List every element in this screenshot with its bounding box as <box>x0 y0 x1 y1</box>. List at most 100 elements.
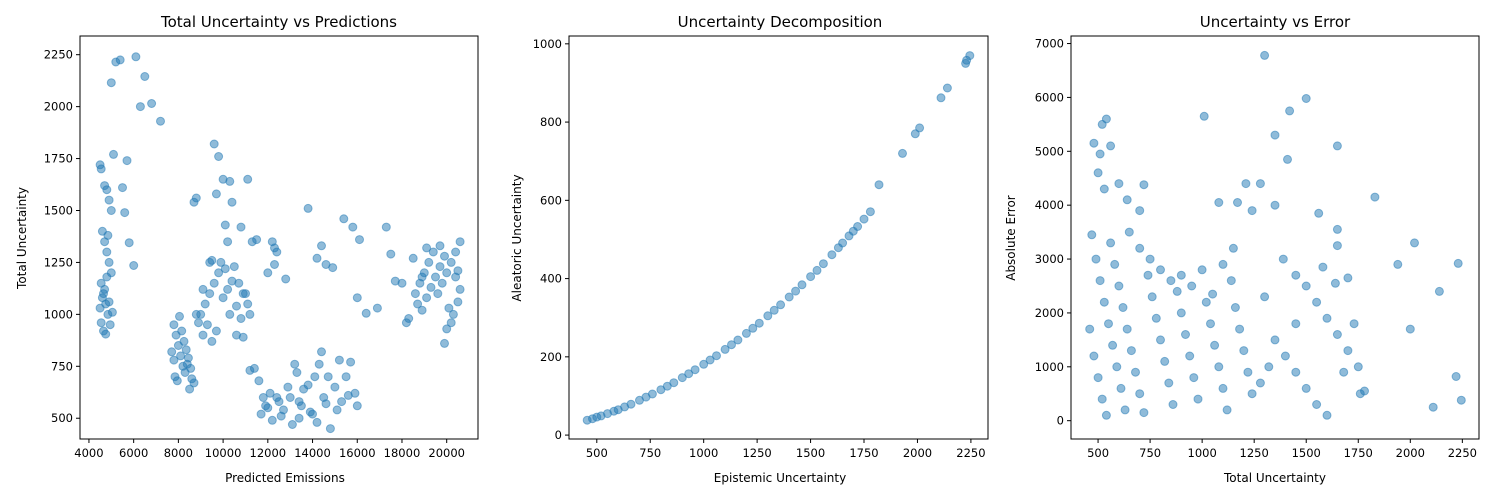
data-point <box>1214 198 1224 207</box>
data-point <box>118 183 127 193</box>
data-point <box>236 222 246 232</box>
data-point <box>1099 297 1109 307</box>
data-point <box>936 93 946 103</box>
x-tick-label: 2000 <box>1396 446 1425 460</box>
data-point <box>1172 286 1182 296</box>
x-tick-label: 750 <box>1139 446 1161 460</box>
data-point <box>183 353 193 363</box>
y-tick-label: 750 <box>51 359 73 373</box>
data-point <box>1185 351 1195 361</box>
data-point <box>129 261 139 270</box>
y-tick-label: 6000 <box>1035 90 1064 104</box>
data-point <box>1164 378 1174 388</box>
data-point <box>791 286 801 296</box>
data-point <box>232 301 241 311</box>
panel-3-points <box>1085 50 1466 420</box>
y-tick-label: 800 <box>540 115 562 129</box>
data-point <box>1301 281 1311 291</box>
panel-3-y-axis-label: Absolute Error <box>1004 195 1018 281</box>
data-point <box>1197 265 1207 275</box>
data-point <box>220 220 230 230</box>
data-point <box>1147 292 1157 302</box>
data-point <box>287 420 297 429</box>
data-point <box>312 253 322 263</box>
data-point <box>1156 265 1165 275</box>
data-point <box>281 274 291 284</box>
y-tick-label: 1250 <box>44 255 73 269</box>
data-point <box>216 257 226 267</box>
data-point <box>102 185 112 195</box>
data-point <box>417 305 427 315</box>
data-point <box>440 251 449 261</box>
data-point <box>910 129 920 139</box>
data-point <box>254 376 264 386</box>
x-tick-label: 1250 <box>1240 446 1269 460</box>
data-point <box>339 214 349 224</box>
data-point <box>797 280 807 290</box>
data-point <box>211 326 221 336</box>
data-point <box>1233 198 1242 207</box>
data-point <box>350 388 360 398</box>
data-point <box>352 401 362 411</box>
data-point <box>96 318 106 328</box>
data-point <box>334 355 344 365</box>
data-point <box>211 189 221 199</box>
panel-1-x-axis-label: Predicted Emissions <box>225 471 345 485</box>
data-point <box>1360 386 1369 396</box>
x-tick-label: 2000 <box>903 446 932 460</box>
data-point <box>303 380 313 390</box>
y-tick-label: 600 <box>540 193 562 207</box>
data-point <box>135 102 145 112</box>
data-point <box>455 284 465 294</box>
data-point <box>435 262 445 272</box>
data-point <box>214 268 224 278</box>
data-point <box>1095 276 1105 286</box>
data-point <box>1343 346 1353 356</box>
data-point <box>1089 351 1099 361</box>
data-point <box>1285 106 1295 116</box>
data-point <box>1143 270 1153 280</box>
panel-3-axes-frame <box>1070 35 1480 440</box>
data-point <box>1228 243 1238 253</box>
data-point <box>341 372 351 382</box>
data-point <box>437 278 447 288</box>
y-tick-label: 0 <box>1057 414 1064 428</box>
data-point <box>444 303 454 313</box>
data-point <box>1247 206 1257 216</box>
data-point <box>1264 362 1274 372</box>
data-point <box>1230 303 1240 312</box>
panel-2-axes-frame <box>568 35 989 440</box>
x-tick-label: 18000 <box>384 446 421 460</box>
data-point <box>1322 313 1332 323</box>
data-point <box>684 369 694 379</box>
data-point <box>256 409 266 419</box>
data-point <box>177 326 187 336</box>
data-point <box>303 203 313 213</box>
data-point <box>1199 111 1209 121</box>
data-point <box>424 257 434 267</box>
data-point <box>859 214 869 224</box>
x-tick-label: 1000 <box>1188 446 1217 460</box>
data-point <box>191 309 201 319</box>
data-point <box>1226 276 1236 286</box>
data-point <box>1135 243 1145 253</box>
data-point <box>102 272 112 282</box>
data-point <box>261 401 271 411</box>
data-point <box>1255 378 1265 388</box>
data-point <box>446 257 456 267</box>
data-point <box>440 338 449 348</box>
data-point <box>218 293 228 303</box>
data-point <box>186 363 196 373</box>
x-tick-label: 1000 <box>689 446 718 460</box>
x-tick-label: 1500 <box>1292 446 1321 460</box>
x-tick-label: 4000 <box>74 446 103 460</box>
data-point <box>1106 238 1116 248</box>
data-point <box>122 156 132 166</box>
data-point <box>397 278 407 288</box>
data-point <box>227 197 237 207</box>
x-tick-label: 20000 <box>428 446 465 460</box>
data-point <box>1181 330 1190 339</box>
data-point <box>1280 351 1290 361</box>
data-point <box>321 399 331 409</box>
data-point <box>1122 324 1132 334</box>
